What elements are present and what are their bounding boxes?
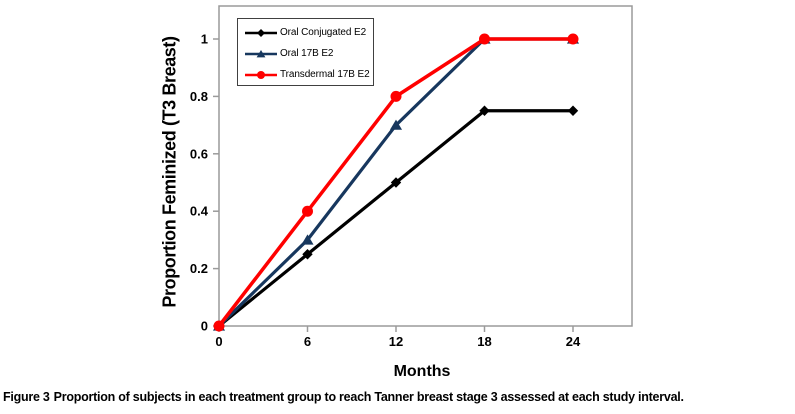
legend-item-label: Oral Conjugated E2 — [280, 27, 367, 38]
legend-item-oral-17b-e2: Oral 17B E2 — [244, 43, 373, 64]
legend-item-label: Transdermal 17B E2 — [280, 69, 370, 80]
figure-caption-label: Figure 3 — [3, 390, 50, 404]
data-point-marker-transdermal-17b-e2 — [390, 90, 402, 102]
data-point-marker-transdermal-17b-e2 — [302, 205, 313, 217]
legend: Oral Conjugated E2 Oral 17B E2 Transdermal… — [237, 18, 374, 86]
y-tick-label: 0.8 — [190, 89, 208, 104]
data-point-marker-transdermal-17b-e2 — [479, 33, 490, 45]
series-line-oral-conjugated-e2 — [217, 109, 573, 328]
data-point-marker-oral-conjugated-e2 — [567, 105, 579, 116]
y-tick-label: 0.6 — [190, 146, 208, 161]
legend-item-oral-conjugated-e2: Oral Conjugated E2 — [244, 22, 373, 43]
data-point-marker-oral-17b-e2 — [301, 234, 314, 245]
x-tick-label: 6 — [304, 334, 311, 349]
y-tick-label: 0 — [201, 319, 208, 334]
data-point-marker-oral-conjugated-e2 — [302, 249, 313, 260]
data-point-marker-oral-conjugated-e2 — [390, 177, 402, 188]
figure-caption-text: Proportion of subjects in each treatment… — [53, 390, 684, 404]
data-point-marker-transdermal-17b-e2 — [213, 320, 225, 332]
y-axis-title: Proportion Feminized (T3 Breast) — [159, 36, 180, 308]
x-axis-title: Months — [393, 363, 451, 380]
chart-area: 0 0.2 0.4 0.6 0.8 1 0 6 12 18 24 Proportion Femini… — [159, 5, 633, 380]
legend-item-label: Oral 17B E2 — [280, 48, 334, 59]
data-point-marker-transdermal-17b-e2 — [567, 33, 579, 45]
x-tick-label: 12 — [389, 334, 403, 349]
data-point-marker-oral-17b-e2 — [389, 119, 403, 130]
figure-caption: Figure 3 Proportion of subjects in each t… — [3, 390, 793, 404]
x-tick-label: 0 — [215, 334, 222, 349]
legend-item-transdermal-17b-e2: Transdermal 17B E2 — [244, 64, 373, 85]
x-tick-label: 18 — [477, 334, 491, 349]
y-tick-label: 1 — [201, 32, 208, 47]
y-tick-label: 0.2 — [190, 261, 208, 276]
legend-circle-icon — [245, 70, 277, 79]
legend-diamond-icon — [245, 28, 277, 37]
data-point-marker-oral-conjugated-e2 — [479, 105, 490, 116]
legend-triangle-icon — [245, 49, 277, 57]
x-tick-label: 24 — [566, 334, 581, 349]
plot-area: 0 0.2 0.4 0.6 0.8 1 0 6 12 18 24 — [190, 5, 633, 349]
plot-frame — [218, 5, 633, 327]
y-tick-label: 0.4 — [190, 204, 209, 219]
